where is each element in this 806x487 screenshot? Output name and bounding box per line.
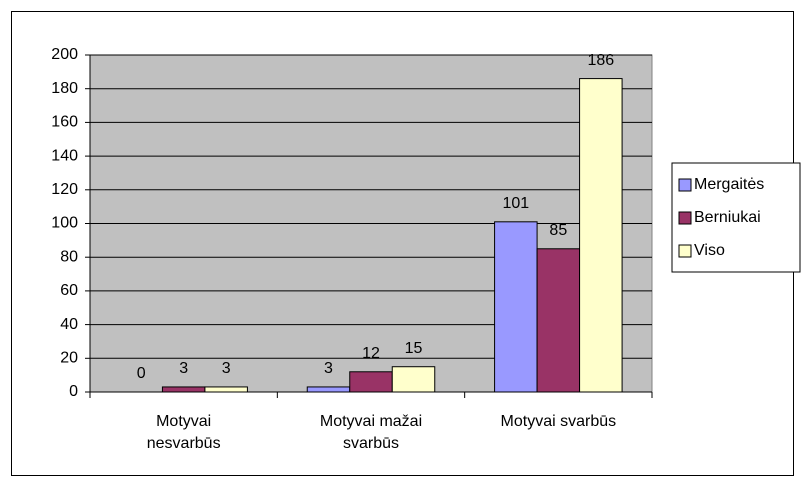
bar (494, 221, 538, 393)
y-tick-label: 160 (51, 114, 78, 131)
data-label: 15 (405, 340, 423, 357)
data-label: 101 (502, 195, 529, 212)
y-tick-label: 80 (60, 248, 78, 265)
legend-box (671, 162, 801, 273)
legend-swatch (678, 178, 692, 192)
bar (536, 248, 581, 393)
y-tick-label: 20 (60, 350, 78, 367)
y-tick-label: 40 (60, 316, 78, 333)
legend-label: Viso (694, 242, 725, 259)
x-tick-label: Motyvai nesvarbūs (147, 413, 221, 452)
data-label: 3 (222, 360, 231, 377)
data-label: 85 (549, 222, 567, 239)
y-tick-label: 60 (60, 282, 78, 299)
legend-label: Berniukai (694, 209, 761, 226)
bar (349, 371, 393, 393)
x-tick-label: Motyvai mažai svarbūs (320, 413, 422, 452)
legend-swatch (678, 211, 692, 225)
y-tick-label: 180 (51, 80, 78, 97)
legend-swatch (678, 244, 692, 258)
bar (579, 78, 623, 393)
legend-label: Mergaitės (694, 176, 764, 193)
x-tick-label: Motyvai svarbūs (501, 413, 617, 430)
data-label: 0 (137, 365, 146, 382)
y-tick-label: 120 (51, 181, 78, 198)
bar (391, 366, 436, 393)
data-label: 186 (587, 52, 614, 69)
data-label: 3 (324, 360, 333, 377)
y-tick-label: 0 (69, 383, 78, 400)
y-tick-label: 140 (51, 147, 78, 164)
data-label: 12 (362, 345, 380, 362)
bar (306, 386, 351, 393)
bar (161, 386, 206, 393)
bar (204, 386, 248, 393)
y-tick-label: 200 (51, 46, 78, 63)
data-label: 3 (179, 360, 188, 377)
y-tick-label: 100 (51, 215, 78, 232)
